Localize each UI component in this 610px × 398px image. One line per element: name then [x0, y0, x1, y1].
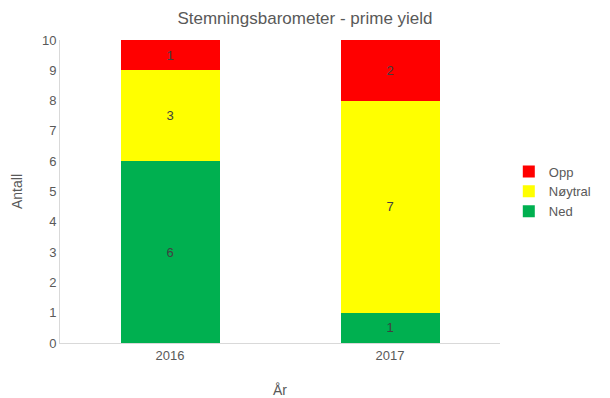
svg-text:Stemningsbarometer - prime yie: Stemningsbarometer - prime yield	[177, 9, 432, 28]
svg-text:6: 6	[49, 154, 56, 169]
svg-text:Ned: Ned	[549, 204, 573, 219]
svg-text:1: 1	[386, 320, 393, 335]
svg-text:0: 0	[49, 336, 56, 351]
svg-text:2016: 2016	[156, 348, 185, 363]
svg-text:2: 2	[386, 63, 393, 78]
svg-text:5: 5	[49, 184, 56, 199]
svg-text:7: 7	[49, 123, 56, 138]
svg-text:1: 1	[166, 48, 173, 63]
svg-text:Opp: Opp	[549, 165, 574, 180]
svg-text:7: 7	[386, 199, 393, 214]
svg-text:3: 3	[49, 245, 56, 260]
svg-text:9: 9	[49, 63, 56, 78]
svg-text:Nøytral: Nøytral	[549, 184, 591, 199]
svg-text:2017: 2017	[376, 348, 405, 363]
svg-text:10: 10	[42, 33, 56, 48]
svg-text:4: 4	[49, 214, 56, 229]
svg-text:Antall: Antall	[9, 174, 25, 209]
svg-text:3: 3	[166, 108, 173, 123]
svg-text:1: 1	[49, 305, 56, 320]
svg-text:6: 6	[166, 245, 173, 260]
svg-text:2: 2	[49, 275, 56, 290]
svg-text:8: 8	[49, 93, 56, 108]
svg-text:År: År	[273, 382, 287, 398]
